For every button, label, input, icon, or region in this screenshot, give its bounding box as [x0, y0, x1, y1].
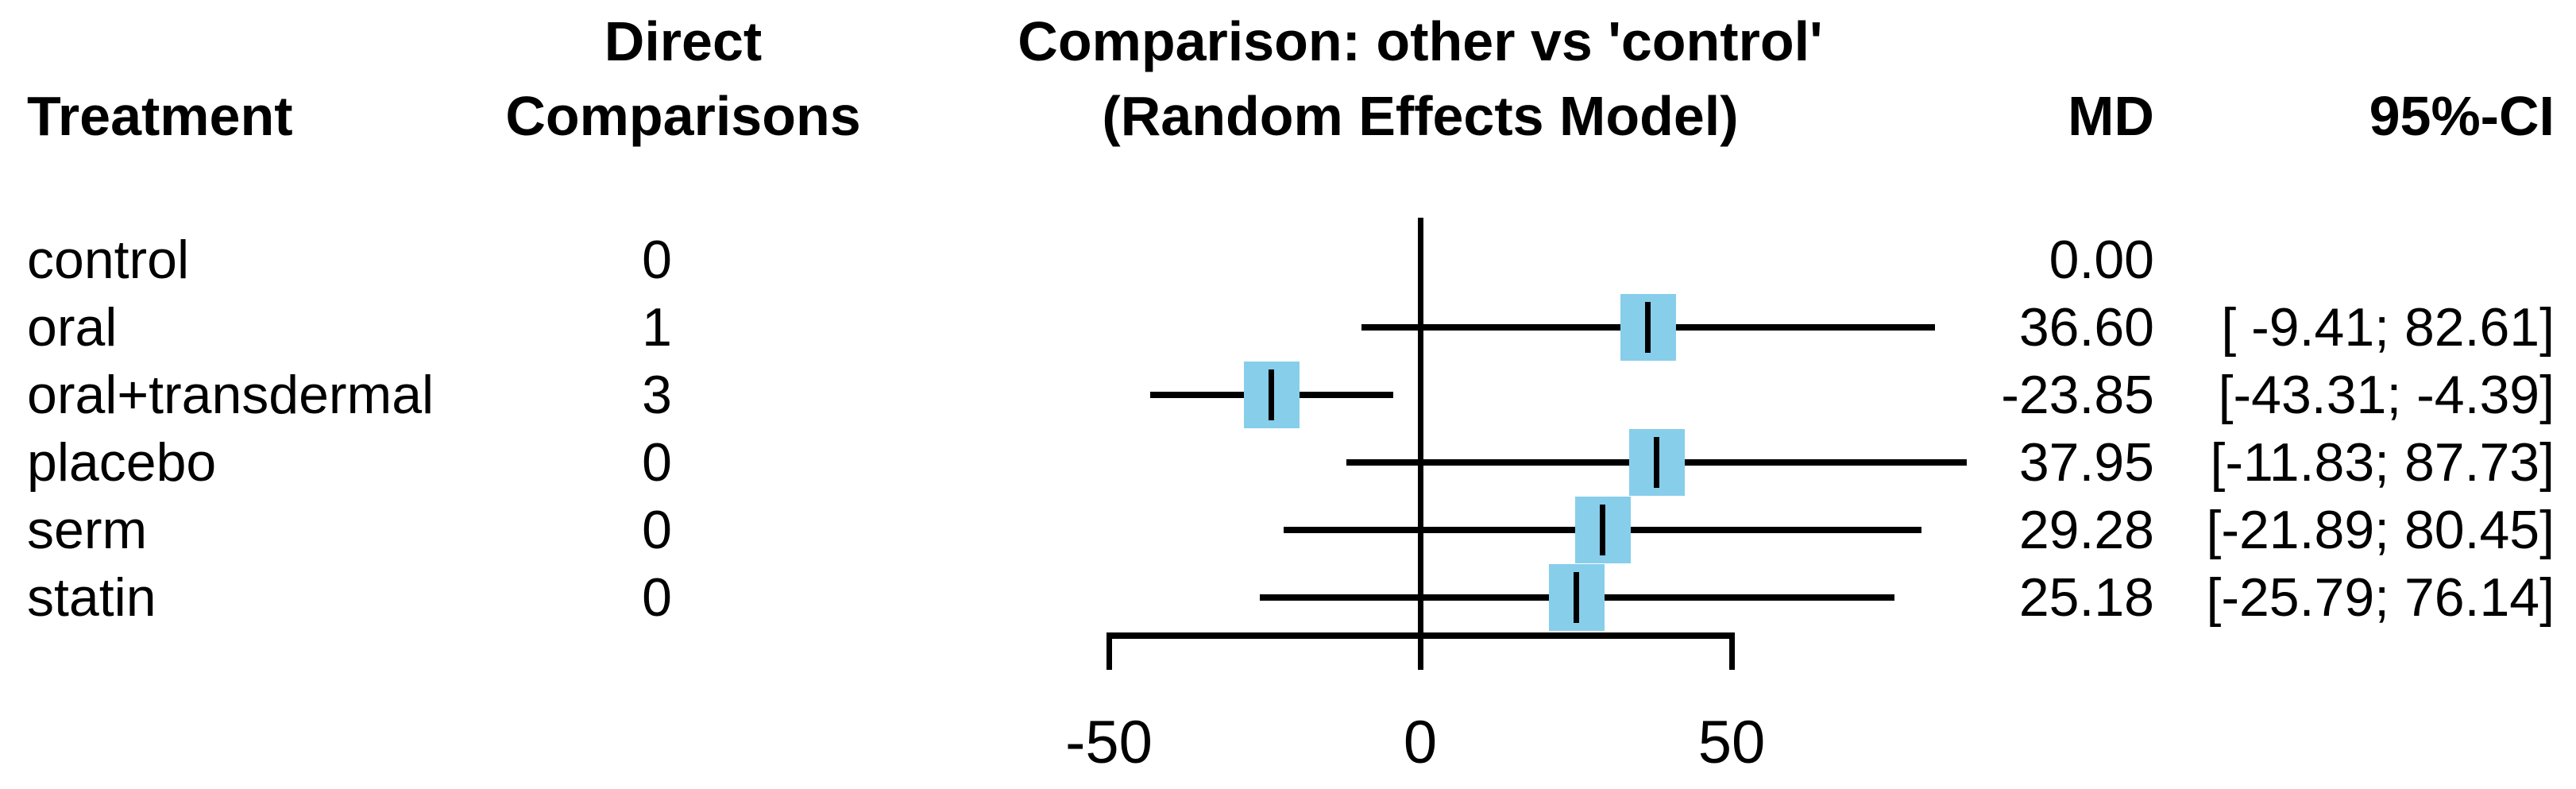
effect-estimate-tick: [1653, 437, 1659, 488]
md-value: -23.85: [2001, 365, 2154, 425]
effect-estimate-tick: [1599, 505, 1605, 555]
md-value: 25.18: [2018, 567, 2154, 628]
treatment-column-header: Treatment: [27, 85, 293, 147]
direct-comparisons-value: 1: [642, 297, 672, 358]
x-axis-line: [1106, 632, 1735, 639]
treatment-label: control: [27, 230, 190, 290]
ci-value: [-11.83; 87.73]: [2210, 432, 2555, 493]
direct-comparisons-value: 0: [642, 567, 672, 628]
treatment-label: statin: [27, 567, 156, 628]
effect-estimate-tick: [1269, 369, 1275, 420]
direct-comparisons-value: 0: [642, 230, 672, 290]
x-axis-tick-label: -50: [1065, 709, 1153, 776]
direct-comparisons-header-line1: Direct: [604, 10, 763, 72]
direct-comparisons-value: 3: [642, 365, 672, 425]
ci-value: [-21.89; 80.45]: [2206, 500, 2555, 560]
treatment-label: oral+transdermal: [27, 365, 434, 425]
x-axis-left-tick: [1106, 632, 1112, 670]
md-value: 37.95: [2018, 432, 2154, 493]
direct-comparisons-value: 0: [642, 432, 672, 493]
treatment-label: oral: [27, 297, 118, 358]
ci-value: [ -9.41; 82.61]: [2221, 297, 2555, 358]
direct-comparisons-value: 0: [642, 500, 672, 560]
x-axis-right-tick: [1729, 632, 1735, 670]
effect-estimate-tick: [1574, 572, 1580, 623]
treatment-label: serm: [27, 500, 148, 560]
ci-value: [-25.79; 76.14]: [2206, 567, 2555, 628]
plot-title-line2: (Random Effects Model): [1102, 85, 1739, 147]
effect-estimate-tick: [1644, 302, 1651, 353]
treatment-label: placebo: [27, 432, 217, 493]
ci-column-header: 95%-CI: [2369, 85, 2555, 147]
ci-value: [-43.31; -4.39]: [2218, 365, 2555, 425]
x-axis-tick-label: 50: [1697, 709, 1766, 776]
md-column-header: MD: [2068, 85, 2154, 147]
md-value: 36.60: [2018, 297, 2154, 358]
x-axis-tick-label: 0: [1403, 709, 1438, 776]
md-value: 0.00: [2049, 230, 2154, 290]
zero-reference-line: [1418, 218, 1423, 670]
plot-title-line1: Comparison: other vs 'control': [1018, 10, 1823, 72]
direct-comparisons-header-line2: Comparisons: [505, 85, 861, 147]
md-value: 29.28: [2018, 500, 2154, 560]
